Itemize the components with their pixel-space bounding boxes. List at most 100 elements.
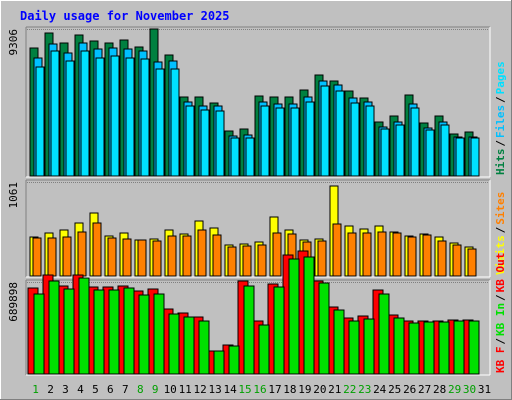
day-label-20: 20 (313, 383, 326, 396)
y-tick-label-kbytes: 689898 (7, 282, 20, 322)
day-label-21: 21 (328, 383, 341, 396)
day-label-15: 15 (238, 383, 251, 396)
bar-visits-sites-day-24 (377, 231, 387, 277)
bar-visits-sites-day-27 (422, 234, 432, 277)
bar-kbytes-kb-in-day-13 (213, 350, 225, 375)
day-label-7: 7 (122, 383, 129, 396)
bar-visits-sites-day-26 (407, 236, 417, 277)
bar-hits-pages-day-13 (215, 110, 225, 177)
bar-visits-sites-day-8 (137, 239, 147, 277)
bar-hits-pages-day-4 (80, 50, 90, 177)
bar-visits-sites-day-12 (197, 229, 207, 277)
day-label-2: 2 (47, 383, 54, 396)
bar-hits-pages-day-26 (410, 107, 420, 177)
legend-item-files: Files (494, 105, 507, 138)
bar-visits-sites-day-29 (452, 244, 462, 277)
bar-visits-sites-day-21 (332, 223, 342, 277)
bar-hits-pages-day-5 (95, 57, 105, 177)
bar-kbytes-kb-in-day-30 (468, 320, 480, 375)
bar-kbytes-kb-in-day-15 (243, 285, 255, 375)
bar-hits-pages-day-1 (35, 66, 45, 177)
day-label-25: 25 (388, 383, 401, 396)
bar-hits-pages-day-3 (65, 60, 75, 177)
y-tick-label-visits: 1061 (7, 182, 20, 209)
bar-kbytes-kb-in-day-20 (318, 282, 330, 375)
day-label-19: 19 (298, 383, 311, 396)
bar-visits-sites-day-9 (152, 240, 162, 277)
day-label-1: 1 (32, 383, 39, 396)
bar-hits-pages-day-23 (365, 105, 375, 177)
panel-visits: 1061 Visits /Sites (7, 179, 507, 278)
bar-visits-sites-day-2 (47, 237, 57, 277)
bar-kbytes-kb-in-day-29 (453, 320, 465, 375)
bar-hits-pages-day-2 (50, 50, 60, 177)
bar-hits-pages-day-20 (320, 85, 330, 177)
bar-kbytes-kb-in-day-28 (438, 321, 450, 375)
day-label-23: 23 (358, 383, 371, 396)
bar-kbytes-kb-in-day-18 (288, 258, 300, 375)
bar-visits-sites-day-30 (467, 248, 477, 277)
bar-hits-pages-day-19 (305, 101, 315, 177)
day-label-14: 14 (223, 383, 237, 396)
bar-kbytes-kb-in-day-1 (33, 293, 45, 375)
bar-visits-sites-day-4 (77, 231, 87, 277)
bar-visits-sites-day-14 (227, 246, 237, 277)
bar-hits-pages-day-16 (260, 105, 270, 177)
legend-item-hits: Hits (494, 149, 507, 176)
bar-kbytes-kb-in-day-8 (138, 294, 150, 375)
bar-kbytes-kb-in-day-7 (123, 287, 135, 375)
bar-hits-pages-day-18 (290, 107, 300, 177)
legend-item-kb-f: KB F (494, 347, 507, 374)
bar-kbytes-kb-in-day-19 (303, 256, 315, 375)
legend-hits: Hits / Files / Pages (494, 61, 507, 175)
day-label-24: 24 (373, 383, 387, 396)
legend-separator: / (494, 338, 507, 345)
legend-item-sites: Sites (494, 192, 507, 225)
bar-kbytes-kb-in-day-24 (378, 293, 390, 375)
bar-hits-pages-day-29 (455, 137, 465, 177)
bar-visits-sites-day-3 (62, 236, 72, 277)
bar-hits-pages-day-6 (110, 55, 120, 177)
bar-hits-pages-day-22 (350, 102, 360, 177)
bar-hits-pages-day-27 (425, 129, 435, 177)
bar-hits-pages-day-17 (275, 107, 285, 177)
day-label-31: 31 (478, 383, 491, 396)
bar-kbytes-kb-in-day-6 (108, 289, 120, 375)
day-label-27: 27 (418, 383, 431, 396)
bar-kbytes-kb-in-day-12 (198, 320, 210, 375)
bar-hits-pages-day-24 (380, 128, 390, 177)
day-label-12: 12 (193, 383, 206, 396)
bar-visits-sites-day-10 (167, 235, 177, 277)
bar-kbytes-kb-in-day-9 (153, 293, 165, 375)
bar-kbytes-kb-in-day-3 (63, 288, 75, 375)
bar-visits-sites-day-13 (212, 234, 222, 277)
bar-kbytes-kb-in-day-10 (168, 313, 180, 375)
bar-visits-sites-day-11 (182, 235, 192, 277)
bar-hits-pages-day-11 (185, 105, 195, 177)
day-label-6: 6 (107, 383, 114, 396)
day-label-3: 3 (62, 383, 69, 396)
day-label-17: 17 (268, 383, 281, 396)
chart-panels: 9306 Hits/Files/Pages 1061 Visits/Sites 6898… (7, 26, 507, 376)
legend-separator: / (494, 294, 507, 301)
bar-hits-pages-day-10 (170, 68, 180, 177)
bar-visits-sites-day-5 (92, 222, 102, 277)
bar-visits-sites-day-17 (272, 232, 282, 277)
bar-kbytes-kb-in-day-5 (93, 289, 105, 375)
y-tick-label-hits: 9306 (7, 29, 20, 56)
day-label-5: 5 (92, 383, 99, 396)
bar-visits-sites-day-20 (317, 240, 327, 277)
bar-visits-sites-day-6 (107, 237, 117, 277)
bar-hits-pages-day-21 (335, 90, 345, 177)
chart-title: Daily usage for November 2025 (20, 9, 230, 23)
panel-hits: 9306 Hits / Files / Pages (7, 26, 507, 178)
bar-hits-pages-day-12 (200, 109, 210, 177)
legend-visits: Visits /Sites (494, 192, 507, 275)
bar-kbytes-kb-in-day-27 (423, 321, 435, 375)
legend-separator: / (494, 226, 507, 233)
bar-hits-pages-day-8 (140, 58, 150, 177)
day-label-28: 28 (433, 383, 446, 396)
bar-kbytes-kb-in-day-17 (273, 286, 285, 375)
day-label-8: 8 (137, 383, 144, 396)
